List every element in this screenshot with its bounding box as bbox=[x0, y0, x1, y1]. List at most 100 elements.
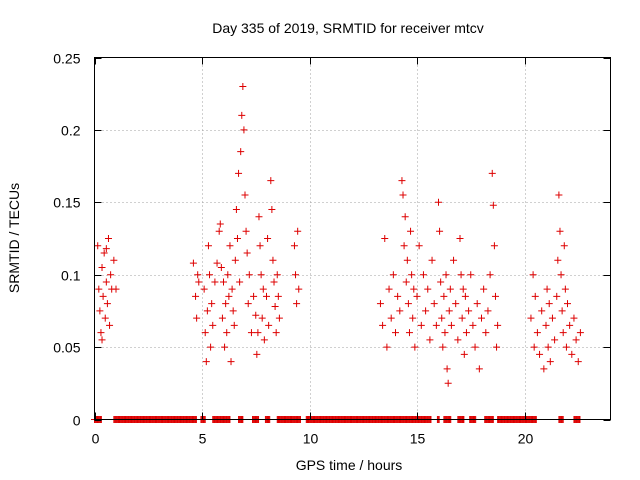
data-point bbox=[460, 350, 468, 358]
data-point bbox=[443, 365, 451, 373]
data-point bbox=[398, 177, 406, 185]
data-point bbox=[399, 191, 407, 199]
data-point bbox=[204, 242, 212, 250]
data-point bbox=[480, 285, 488, 293]
data-point bbox=[224, 271, 232, 279]
data-point bbox=[568, 350, 576, 358]
data-point bbox=[99, 292, 107, 300]
data-point bbox=[438, 314, 446, 322]
data-point bbox=[247, 329, 255, 337]
data-point bbox=[231, 256, 239, 264]
data-point bbox=[473, 300, 481, 308]
data-point bbox=[94, 242, 102, 250]
data-point bbox=[551, 336, 559, 344]
data-point bbox=[494, 321, 502, 329]
data-point bbox=[555, 191, 563, 199]
data-point bbox=[546, 358, 554, 366]
y-tick-label: 0.25 bbox=[53, 51, 80, 67]
y-tick-label: 0 bbox=[73, 413, 81, 429]
data-point bbox=[193, 314, 201, 322]
data-point bbox=[554, 256, 562, 264]
data-point bbox=[274, 292, 282, 300]
data-point bbox=[229, 307, 237, 315]
data-point bbox=[257, 271, 265, 279]
data-point bbox=[543, 285, 551, 293]
data-point bbox=[294, 227, 302, 235]
data-point bbox=[461, 292, 469, 300]
data-point bbox=[227, 358, 235, 366]
x-tick-label: 20 bbox=[518, 431, 534, 447]
data-point bbox=[447, 321, 455, 329]
y-tick-label: 0.2 bbox=[61, 123, 81, 139]
data-point bbox=[106, 321, 114, 329]
data-point bbox=[559, 329, 567, 337]
data-point bbox=[225, 292, 233, 300]
data-point bbox=[478, 314, 485, 322]
data-point bbox=[240, 126, 248, 134]
data-point bbox=[544, 343, 552, 351]
data-point bbox=[493, 343, 501, 351]
data-point bbox=[561, 285, 569, 293]
data-point bbox=[226, 242, 234, 250]
data-point bbox=[245, 271, 253, 279]
data-point bbox=[206, 271, 214, 279]
data-point bbox=[98, 263, 106, 271]
data-point bbox=[419, 271, 427, 279]
data-point bbox=[100, 249, 108, 257]
data-point bbox=[452, 300, 460, 308]
data-point bbox=[383, 343, 391, 351]
data-point bbox=[436, 227, 444, 235]
data-point bbox=[467, 271, 475, 279]
data-point bbox=[258, 314, 266, 322]
data-point bbox=[389, 271, 397, 279]
data-point bbox=[220, 278, 227, 286]
data-point bbox=[263, 292, 270, 300]
data-point bbox=[462, 329, 470, 337]
data-point bbox=[404, 300, 412, 308]
data-point bbox=[439, 343, 447, 351]
data-point bbox=[538, 307, 546, 315]
data-point bbox=[242, 227, 250, 235]
x-tick-label: 5 bbox=[199, 431, 207, 447]
data-point bbox=[570, 314, 578, 322]
data-point bbox=[295, 285, 303, 293]
data-point bbox=[437, 278, 445, 286]
data-point bbox=[432, 321, 440, 329]
data-point bbox=[490, 242, 498, 250]
data-point bbox=[444, 379, 452, 387]
data-point bbox=[235, 169, 243, 177]
chart-title: Day 335 of 2019, SRMTID for receiver mtc… bbox=[212, 20, 484, 36]
data-point bbox=[270, 278, 278, 286]
data-point bbox=[548, 314, 556, 322]
axis-ticks: 0 5 10 15 20 0 0.05 0.1 0.15 0.2 0.25 bbox=[53, 51, 611, 447]
grid-lines bbox=[94, 57, 611, 420]
data-point bbox=[260, 336, 268, 344]
data-point bbox=[216, 220, 224, 228]
data-point bbox=[441, 329, 449, 337]
data-point bbox=[531, 292, 539, 300]
data-point bbox=[564, 300, 571, 308]
data-point bbox=[273, 271, 281, 279]
data-point bbox=[254, 329, 262, 337]
data-point bbox=[259, 285, 267, 293]
data-point bbox=[381, 235, 389, 242]
data-point bbox=[484, 307, 492, 315]
data-point bbox=[435, 198, 442, 206]
data-point bbox=[110, 256, 118, 264]
data-point bbox=[387, 314, 395, 322]
data-point bbox=[102, 278, 110, 286]
data-point bbox=[394, 292, 402, 300]
data-point bbox=[290, 242, 298, 250]
data-point bbox=[237, 148, 245, 156]
data-point bbox=[529, 271, 537, 279]
data-point bbox=[218, 314, 226, 322]
data-point bbox=[413, 292, 421, 300]
data-point bbox=[572, 336, 580, 344]
data-point bbox=[97, 329, 105, 337]
data-point bbox=[241, 191, 249, 199]
data-point bbox=[407, 227, 415, 235]
data-point bbox=[403, 256, 411, 264]
x-tick-label: 0 bbox=[92, 431, 100, 447]
data-point bbox=[96, 307, 104, 315]
